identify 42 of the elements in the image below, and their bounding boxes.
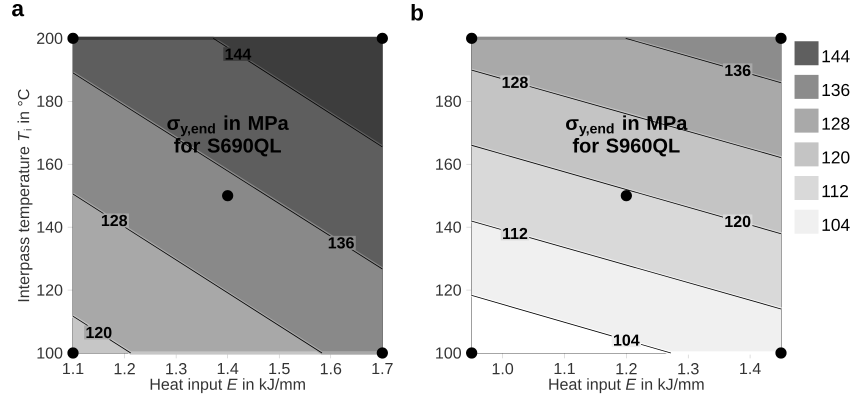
x-axis-title: Heat input E in kJ/mm [150, 378, 305, 394]
chart-title: a [12, 4, 24, 16]
y-tick-label: 200 [37, 32, 62, 44]
annotation: 144 [226, 48, 252, 60]
y-tick-label: 140 [436, 221, 462, 233]
y-tick-label: 160 [436, 158, 462, 170]
annotation: 136 [328, 237, 354, 249]
legend-label: 144 [822, 50, 850, 62]
y-tick-label: 120 [436, 284, 462, 296]
chart-title: b [412, 4, 423, 21]
legend-label: 112 [822, 184, 848, 198]
y-tick-label: 140 [37, 221, 62, 233]
legend-label: 104 [822, 218, 850, 231]
legend-label: 136 [822, 84, 850, 96]
y-tick-label: 180 [37, 96, 62, 107]
x-tick-label: 1.4 [218, 363, 238, 374]
x-tick-label: 1.4 [740, 363, 761, 374]
y-axis-title: Interpass temperature T$_{i}$ in °C [18, 89, 32, 302]
annotation: 120 [725, 216, 750, 228]
annotation: 128 [102, 214, 128, 226]
legend-label: 128 [822, 118, 850, 130]
annotation: 136 [725, 64, 750, 76]
annotation: 112 [503, 228, 528, 240]
x-tick-label: 1.7 [372, 363, 393, 374]
y-tick-label: 100 [37, 347, 62, 359]
x-tick-label: 1.0 [492, 363, 514, 374]
y-tick-label: 160 [37, 158, 62, 170]
x-tick-label: 1.3 [166, 363, 187, 374]
x-axis-title: Heat input E in kJ/mm [549, 378, 704, 394]
y-tick-label: 120 [37, 284, 62, 296]
x-tick-label: 1.5 [269, 363, 290, 374]
x-tick-label: 1.6 [320, 363, 342, 374]
x-tick-label: 1.2 [114, 363, 135, 374]
annotation: 128 [502, 76, 528, 88]
legend-label: 120 [822, 151, 850, 164]
x-tick-label: 1.2 [616, 363, 637, 374]
x-tick-label: 1.3 [678, 363, 699, 374]
annotation: 120 [86, 326, 112, 338]
x-tick-label: 1.1 [63, 363, 84, 374]
y-tick-label: 180 [436, 96, 462, 107]
y-tick-label: 100 [436, 347, 462, 359]
x-tick-label: 1.1 [554, 363, 575, 374]
